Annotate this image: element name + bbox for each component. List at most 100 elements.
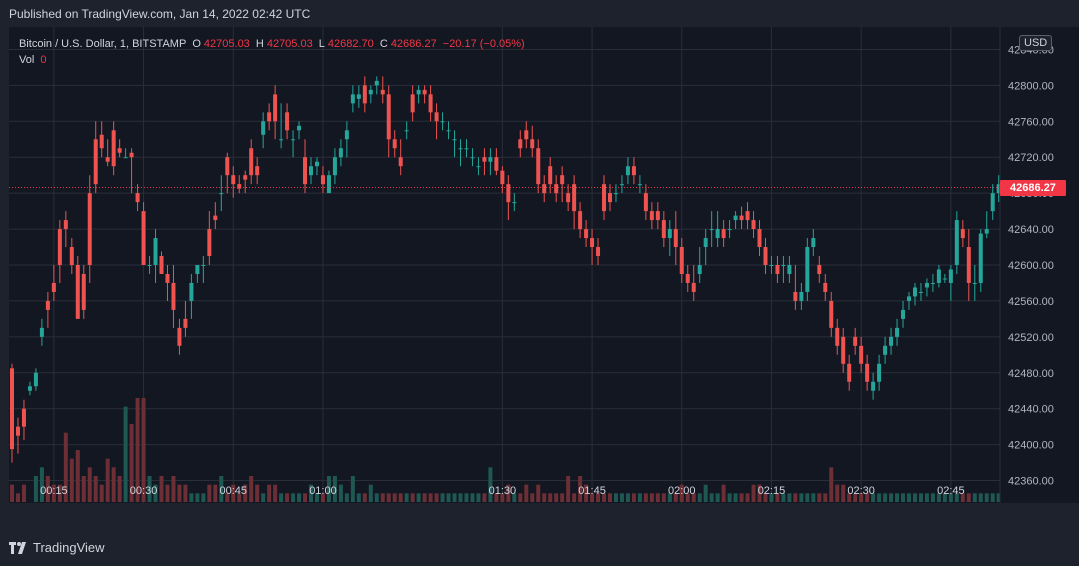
candle-body [422,89,427,95]
candle-body [685,273,690,283]
tradingview-logo-icon [9,541,26,554]
candle-body [823,282,828,292]
volume-bar [177,484,182,502]
candle-body [207,229,212,257]
volume-bar [703,484,708,502]
candle-body [261,121,266,135]
candle-body [15,426,20,436]
time-tick-label: 02:30 [847,485,875,497]
chart-pane[interactable]: 42360.00 42400.00 42440.00 42480.00 42520.00… [9,27,1079,503]
volume-bar [398,493,403,502]
volume-bar [847,493,852,502]
candle-body [506,184,511,203]
published-header: Published on TradingView.com, Jan 14, 20… [9,7,311,21]
currency-badge[interactable]: USD [1019,35,1053,51]
volume-bar [524,484,529,502]
candle-body [111,130,116,167]
candle-body [386,94,391,140]
volume-bar [267,484,272,502]
volume-bar [33,476,38,502]
volume-bar [661,493,666,502]
volume-bar [984,493,989,502]
volume-bar [613,493,618,502]
candle-body [984,229,989,234]
candle-body [27,386,32,391]
price-tick-label: 42440.00 [1008,404,1054,416]
candle-body [344,130,349,140]
time-tick-label: 00:15 [40,485,68,497]
candle-body [960,229,965,239]
candle-body [841,336,846,364]
volume-bar [464,493,469,502]
volume-bar [356,493,361,502]
footer-brand[interactable]: TradingView [9,540,105,555]
volume-bar [494,493,499,502]
candle-body [619,184,624,186]
candle-body [500,170,505,185]
price-tick-label: 42360.00 [1008,476,1054,488]
volume-bar [207,484,212,502]
candle-body [165,273,170,283]
candle-body [458,148,463,150]
volume-bar [446,493,451,502]
candle-body [434,112,439,122]
volume-bar [996,493,1001,502]
volume-bar [51,484,56,502]
candle-body [578,211,583,230]
candle-body [572,184,577,212]
volume-bar [506,484,511,502]
candle-body [733,215,738,221]
volume-bar [452,493,457,502]
volume-bar [45,476,50,502]
candle-body [739,215,744,221]
volume-bar [69,458,74,502]
candle-body [356,94,361,99]
candle-body [673,229,678,248]
volume-bar [350,476,355,502]
volume-bar [380,493,385,502]
candle-body [10,368,14,450]
candle-body [865,363,870,382]
candlestick-chart[interactable]: 42360.00 42400.00 42440.00 42480.00 42520.00… [9,27,1079,503]
volume-bar [261,493,266,502]
volume-bar [135,398,140,502]
time-axis[interactable]: 00:15 00:30 00:45 01:00 01:30 01:45 02:00 02:15… [40,485,965,497]
low-value: 42682.70 [327,38,374,50]
volume-bar [608,493,612,502]
volume-bar [105,458,110,502]
candle-body [392,139,397,149]
candle-body [781,265,786,266]
candle-body [649,211,654,221]
volume-bar [458,493,463,502]
candle-body [763,247,768,265]
volume-bar [715,493,720,502]
candle-body [996,184,1001,194]
candle-body [135,193,140,203]
volume-bar [889,493,894,502]
candle-body [45,300,50,310]
price-tick-label: 42400.00 [1008,440,1054,452]
volume-bar [99,484,104,502]
candle-body [536,148,541,185]
candle-body [249,148,254,176]
candle-body [452,139,457,141]
volume-bar [691,493,696,502]
candle-body [859,345,864,364]
volume-bar [709,493,714,502]
price-axis-bg [1000,27,1079,503]
volume-bar [303,493,308,502]
candle-body [560,175,565,185]
chart-legend: Bitcoin / U.S. Dollar, 1, BITSTAMP O 4270… [19,36,528,68]
price-tick-label: 42720.00 [1008,152,1054,164]
volume-bar [912,493,917,502]
candle-body [924,282,929,288]
candle-body [930,282,935,284]
candle-body [530,139,535,149]
symbol-title[interactable]: Bitcoin / U.S. Dollar, 1, BITSTAMP [19,38,187,50]
candle-body [57,229,62,265]
volume-bar [153,484,158,502]
volume-bar [10,484,14,502]
volume-bar [285,493,290,502]
price-axis[interactable]: 42360.00 42400.00 42440.00 42480.00 42520.00… [999,27,1079,503]
volume-bar [39,467,44,502]
